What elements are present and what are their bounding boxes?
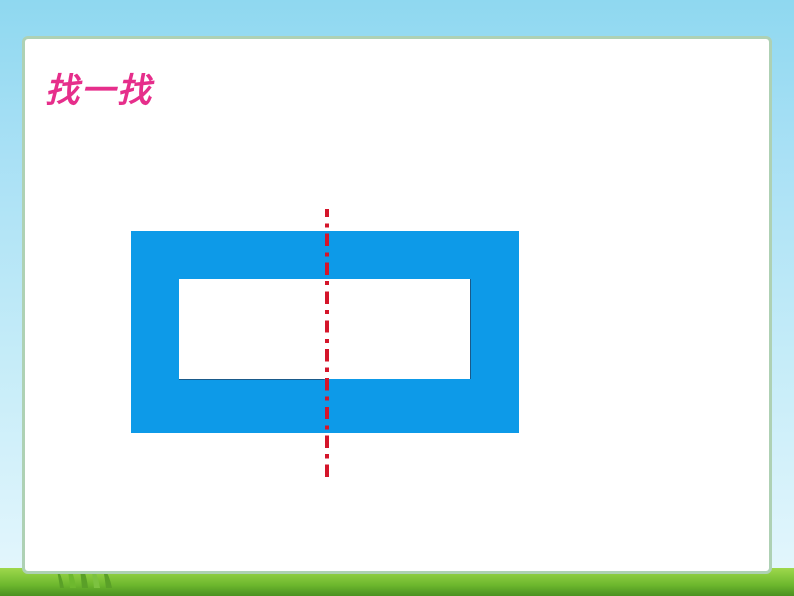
symmetry-axis — [325, 209, 329, 481]
symmetry-diagram — [131, 231, 519, 433]
slide-card: 找一找 — [22, 36, 772, 574]
slide-title: 找一找 — [45, 63, 153, 112]
